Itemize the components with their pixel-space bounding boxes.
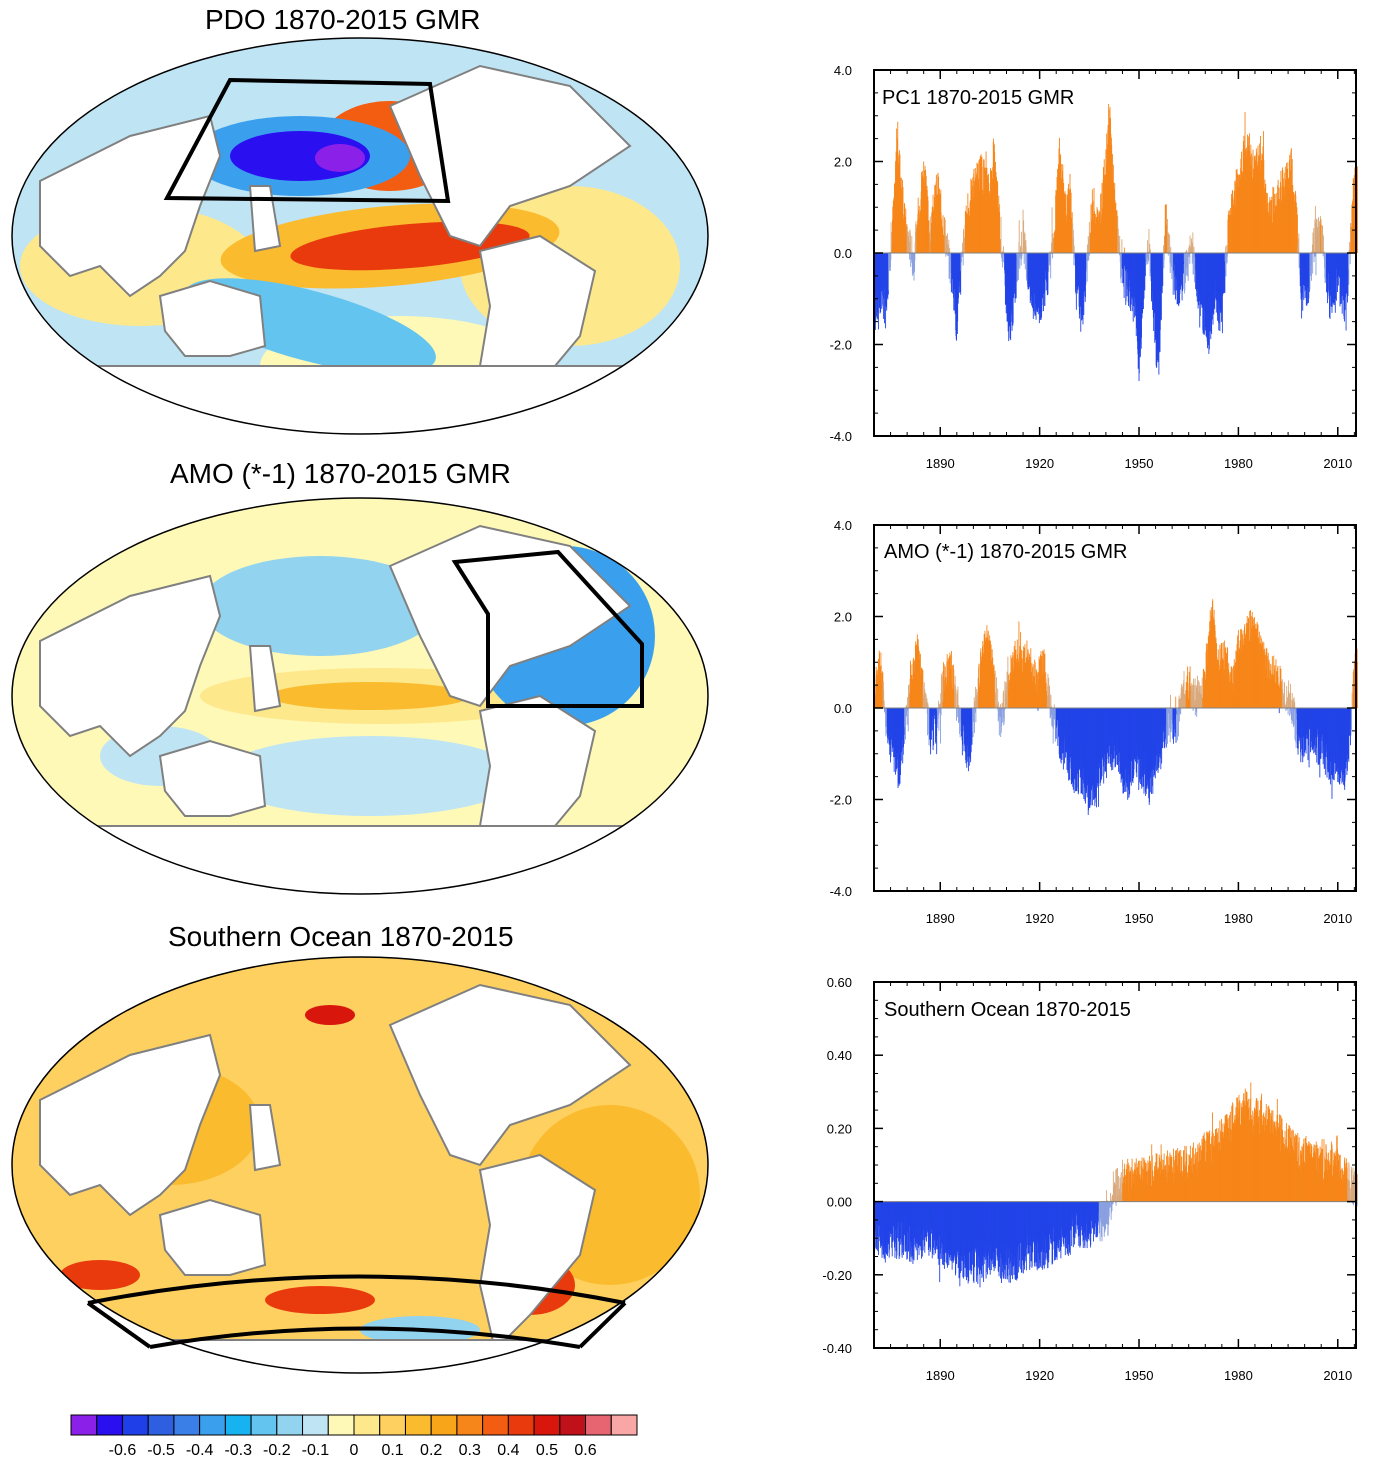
colorbar-box xyxy=(121,1414,149,1436)
colorbar-label: 0.2 xyxy=(420,1442,442,1459)
colorbar-label: -0.6 xyxy=(109,1442,137,1459)
colorbar-box xyxy=(173,1414,201,1436)
land-philippines xyxy=(248,1104,282,1172)
anomaly-bering xyxy=(305,1005,355,1025)
colorbar-box xyxy=(610,1414,638,1436)
anomaly-so-indian xyxy=(60,1260,140,1290)
y-tick-label: 2.0 xyxy=(834,610,852,625)
colorbar-box xyxy=(70,1414,98,1436)
timeseries-pc1: 4.0 2.0 0.0 -2.0 -4.0 1890 1920 1950 1980 2010 xyxy=(830,63,1358,471)
colorbar-box xyxy=(379,1414,406,1436)
x-tick-label: 1950 xyxy=(1125,911,1154,926)
map-outline xyxy=(11,497,709,895)
colorbar-label: -0.2 xyxy=(263,1442,291,1459)
colorbar-box xyxy=(199,1414,226,1436)
colorbar-label: 0.1 xyxy=(381,1442,403,1459)
colorbar-box xyxy=(430,1414,458,1436)
land-australia xyxy=(158,739,267,817)
colorbar-box xyxy=(482,1414,509,1436)
y-tick-label: -4.0 xyxy=(830,884,852,899)
colorbar-label: -0.3 xyxy=(224,1442,252,1459)
land-north-america xyxy=(388,983,632,1167)
region-band-sides xyxy=(86,1301,627,1349)
colorbar-label: -0.1 xyxy=(302,1442,330,1459)
land-antarctica xyxy=(12,1339,708,1373)
colorbar-box xyxy=(302,1414,329,1436)
land-north-america xyxy=(388,524,632,708)
x-tick-label: 1890 xyxy=(926,456,955,471)
land-asia xyxy=(39,1033,222,1217)
map-title-pdo: PDO 1870-2015 GMR xyxy=(205,4,481,35)
x-tick-label: 1920 xyxy=(1025,911,1054,926)
y-tick-label: 2.0 xyxy=(834,155,852,170)
land-south-america xyxy=(478,1153,597,1352)
land-australia xyxy=(158,279,267,357)
map-southern-ocean-regression xyxy=(11,956,709,1374)
colorbar: -0.6 -0.5 -0.4 -0.3 -0.2 -0.1 0 0.1 0.2 0.3 0.4 0.5… xyxy=(70,1414,638,1459)
land-australia xyxy=(158,1198,267,1276)
map-amo-regression xyxy=(11,497,709,895)
colorbar-label: -0.5 xyxy=(147,1442,175,1459)
colorbar-box xyxy=(559,1414,587,1436)
map-pdo-regression xyxy=(11,37,709,435)
colorbar-label: 0.4 xyxy=(497,1442,519,1459)
colorbar-label: 0.3 xyxy=(459,1442,481,1459)
region-band-bottom xyxy=(149,1326,581,1349)
y-tick-label: -4.0 xyxy=(830,429,852,444)
region-band-top xyxy=(87,1274,626,1305)
colorbar-box xyxy=(224,1414,252,1436)
x-tick-label: 1980 xyxy=(1224,456,1253,471)
y-tick-label: 0.0 xyxy=(834,246,852,261)
colorbar-box xyxy=(147,1414,175,1436)
bar-series xyxy=(873,599,1358,815)
colorbar-label: -0.4 xyxy=(186,1442,214,1459)
land-philippines xyxy=(248,185,282,253)
colorbar-label: 0.5 xyxy=(536,1442,558,1459)
map-title-amo: AMO (*-1) 1870-2015 GMR xyxy=(170,458,511,489)
y-tick-label: -2.0 xyxy=(830,338,852,353)
colorbar-box xyxy=(585,1414,612,1436)
colorbar-label: 0 xyxy=(350,1442,359,1459)
anomaly-north-pacific-cool xyxy=(200,556,440,656)
anomaly-north-pacific-peak xyxy=(315,144,365,172)
y-tick-label: -2.0 xyxy=(830,793,852,808)
colorbar-box xyxy=(353,1414,381,1436)
map-outline xyxy=(11,37,709,435)
anomaly-equatorial-core xyxy=(270,682,470,710)
colorbar-box xyxy=(327,1414,355,1436)
region-box-amo xyxy=(451,549,644,708)
colorbar-box xyxy=(96,1414,123,1436)
x-tick-label: 2010 xyxy=(1323,911,1352,926)
y-tick-label: 4.0 xyxy=(834,63,852,78)
map-outline xyxy=(11,956,709,1374)
colorbar-label: 0.6 xyxy=(574,1442,596,1459)
y-tick-label: 0.0 xyxy=(834,701,852,716)
y-tick-label: 4.0 xyxy=(834,518,852,533)
colorbar-box xyxy=(276,1414,304,1436)
timeseries-title-pc1: PC1 1870-2015 GMR xyxy=(882,87,1075,109)
x-tick-label: 1920 xyxy=(1025,456,1054,471)
x-tick-label: 1980 xyxy=(1224,911,1253,926)
land-philippines xyxy=(248,645,282,713)
timeseries-title-amo: AMO (*-1) 1870-2015 GMR xyxy=(884,541,1128,563)
land-asia xyxy=(39,114,222,298)
colorbar-box xyxy=(250,1414,278,1436)
bar-series xyxy=(873,104,1358,382)
colorbar-box xyxy=(533,1414,561,1436)
colorbar-box xyxy=(456,1414,484,1436)
region-box-pdo xyxy=(163,77,451,204)
bar-series xyxy=(873,1082,1358,1288)
timeseries-amo: 4.0 2.0 0.0 -2.0 -4.0 1890 1920 1950 1980 2010 xyxy=(830,518,1358,926)
colorbar-box xyxy=(404,1414,432,1436)
anomaly-south-pacific-cool xyxy=(220,736,520,816)
colorbar-box xyxy=(507,1414,535,1436)
map-title-southern-ocean: Southern Ocean 1870-2015 xyxy=(168,921,514,952)
x-tick-label: 1950 xyxy=(1125,456,1154,471)
x-tick-label: 2010 xyxy=(1323,456,1352,471)
x-tick-label: 1890 xyxy=(926,911,955,926)
land-asia xyxy=(39,574,222,758)
anomaly-so-pacific xyxy=(265,1286,375,1314)
